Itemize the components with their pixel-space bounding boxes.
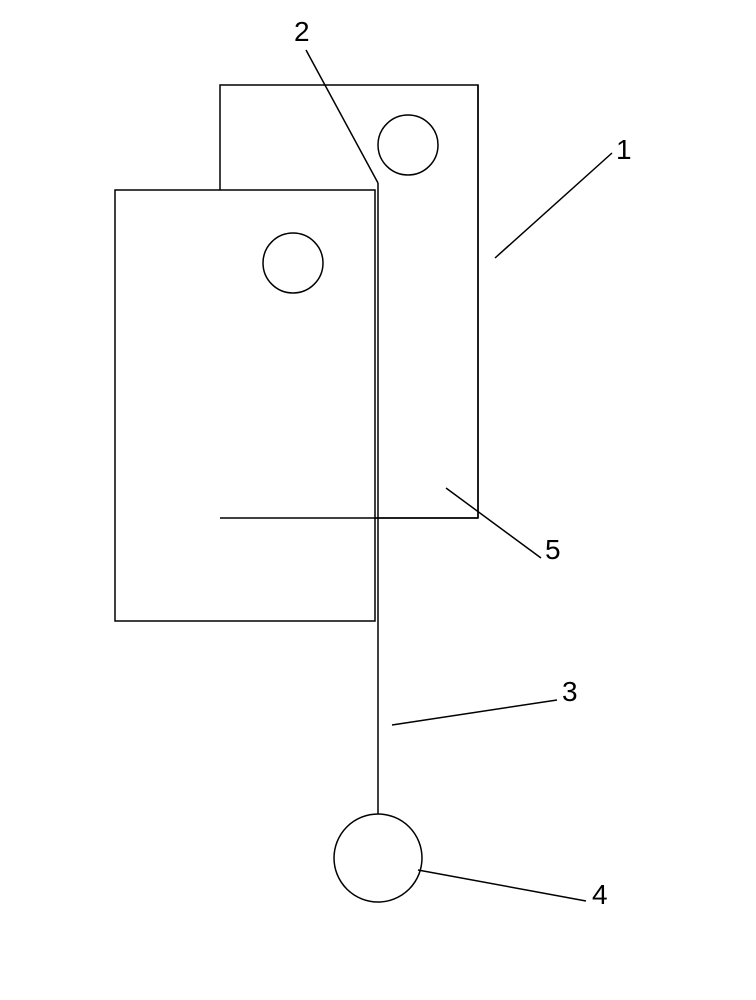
leader-3 (392, 700, 557, 725)
back-plate-hole (378, 115, 438, 175)
label-4: 4 (592, 879, 608, 911)
diagram-svg (0, 0, 756, 1000)
pendulum-bob (334, 814, 422, 902)
label-2: 2 (294, 16, 310, 48)
front-plate (115, 190, 375, 621)
label-3: 3 (562, 676, 578, 708)
leader-2 (306, 50, 378, 183)
label-5: 5 (545, 534, 561, 566)
label-1: 1 (616, 134, 632, 166)
leader-5 (446, 488, 541, 558)
technical-diagram: 1 2 3 4 5 (0, 0, 756, 1000)
leader-1 (495, 153, 612, 258)
leader-4 (418, 870, 586, 901)
